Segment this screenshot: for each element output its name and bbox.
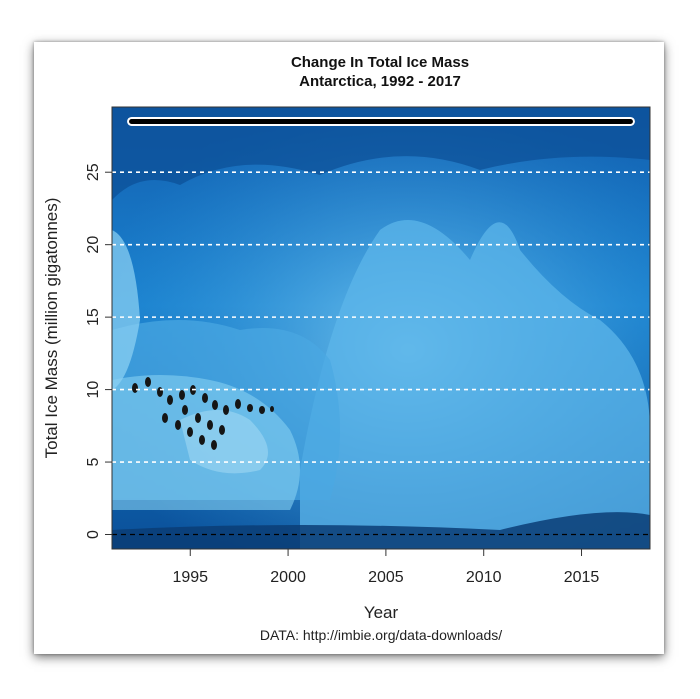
data-source-note: DATA: http://imbie.org/data-downloads/ — [260, 627, 502, 643]
y-tick-label-0: 0 — [85, 530, 102, 539]
y-tick-label-5: 25 — [85, 163, 102, 181]
x-axis-label: Year — [364, 603, 399, 622]
y-tick-label-4: 20 — [85, 236, 102, 254]
x-tick-label-3: 2010 — [466, 569, 502, 586]
x-tick-label-2: 2005 — [368, 569, 404, 586]
gridlines — [112, 171, 650, 536]
y-tick-label-3: 15 — [85, 308, 102, 326]
background-ice-photo — [112, 107, 650, 549]
y-axis-label: Total Ice Mass (million gigatonnes) — [42, 198, 61, 459]
x-tick-label-0: 1995 — [172, 569, 208, 586]
x-tick-label-1: 2000 — [270, 569, 306, 586]
x-axis: 1995 2000 2005 2010 2015 — [172, 548, 600, 586]
y-tick-label-1: 5 — [85, 458, 102, 467]
chart-title: Change In Total Ice Mass — [291, 54, 469, 71]
y-axis: 0 5 10 15 20 25 — [85, 163, 113, 539]
chart-subtitle: Antarctica, 1992 - 2017 — [299, 73, 461, 90]
x-tick-label-4: 2015 — [564, 569, 600, 586]
y-tick-label-2: 10 — [85, 381, 102, 399]
